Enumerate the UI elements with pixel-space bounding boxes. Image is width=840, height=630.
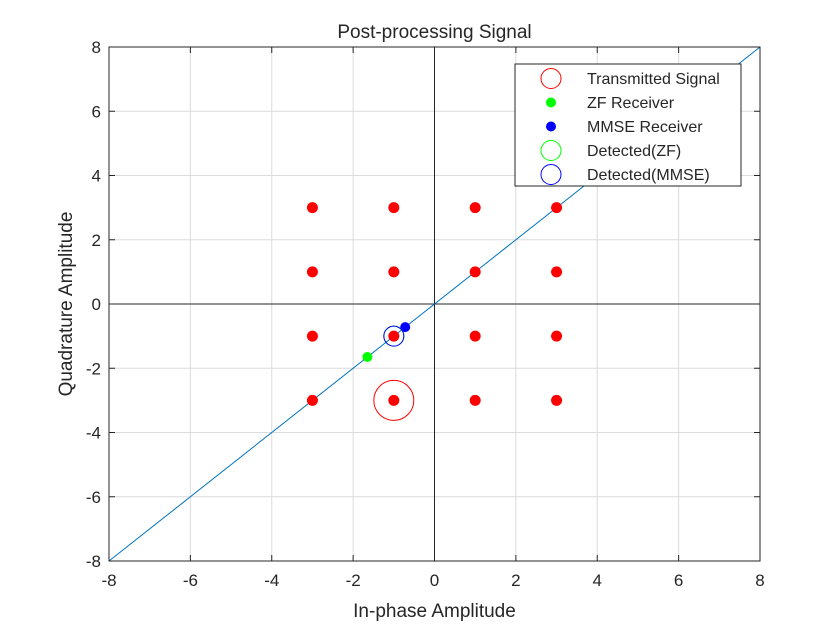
series-point-0 bbox=[373, 379, 415, 421]
constellation-point bbox=[551, 202, 563, 214]
legend-marker-1 bbox=[546, 97, 556, 108]
series-point-4 bbox=[383, 325, 405, 347]
x-axis-label: In-phase Amplitude bbox=[353, 601, 516, 622]
legend-marker-0 bbox=[540, 68, 562, 89]
constellation-point bbox=[388, 266, 400, 278]
x-tick-label: -6 bbox=[183, 571, 198, 590]
y-tick-label: -6 bbox=[86, 488, 101, 507]
y-tick-label: 2 bbox=[92, 231, 101, 250]
legend-marker-4 bbox=[540, 164, 562, 185]
constellation-point bbox=[551, 266, 563, 278]
x-tick-label: 2 bbox=[511, 571, 520, 590]
series-point-1 bbox=[362, 352, 373, 363]
constellation-point bbox=[306, 330, 318, 342]
x-tick-label: -8 bbox=[101, 571, 116, 590]
x-tick-label: 4 bbox=[593, 571, 602, 590]
constellation-point bbox=[469, 202, 481, 214]
constellation-point bbox=[306, 266, 318, 278]
constellation-point bbox=[306, 394, 318, 406]
y-axis-label: Quadrature Amplitude bbox=[56, 212, 77, 397]
y-tick-label: 0 bbox=[92, 295, 101, 314]
x-tick-label: 8 bbox=[755, 571, 764, 590]
legend-marker-3 bbox=[540, 140, 562, 161]
legend-label-2: MMSE Receiver bbox=[587, 119, 703, 136]
legend-label-3: Detected(ZF) bbox=[587, 143, 681, 160]
constellation-point bbox=[469, 330, 481, 342]
legend-label-4: Detected(MMSE) bbox=[587, 167, 710, 184]
constellation-point bbox=[306, 202, 318, 214]
chart-title: Post-processing Signal bbox=[337, 22, 531, 43]
legend-label-1: ZF Receiver bbox=[587, 95, 675, 112]
legend-marker-2 bbox=[546, 121, 556, 132]
data-points-layer bbox=[306, 202, 563, 421]
x-tick-label: -4 bbox=[264, 571, 279, 590]
y-tick-label: 4 bbox=[92, 167, 101, 186]
legend: Transmitted Signal ZF Receiver MMSE Receiv… bbox=[514, 63, 742, 187]
legend-label-0: Transmitted Signal bbox=[587, 71, 720, 88]
constellation-point bbox=[551, 394, 563, 406]
constellation-point bbox=[388, 330, 400, 342]
constellation-point bbox=[388, 394, 400, 406]
series-point-2 bbox=[400, 322, 411, 333]
constellation-point bbox=[551, 330, 563, 342]
y-tick-label: 6 bbox=[92, 102, 101, 121]
x-tick-label: 0 bbox=[430, 571, 439, 590]
y-tick-label: -4 bbox=[86, 424, 101, 443]
constellation-point bbox=[388, 202, 400, 214]
x-tick-label: 6 bbox=[674, 571, 683, 590]
x-tick-label: -2 bbox=[346, 571, 361, 590]
constellation-point bbox=[469, 266, 481, 278]
y-tick-label: -2 bbox=[86, 359, 101, 378]
axis-ticks: -8 -6 -4 -2 0 2 4 6 8 -8 -6 -4 -2 0 2 4 6 8 bbox=[86, 38, 765, 590]
y-tick-label: 8 bbox=[92, 38, 101, 57]
y-tick-label: -8 bbox=[86, 552, 101, 571]
constellation-point bbox=[469, 394, 481, 406]
